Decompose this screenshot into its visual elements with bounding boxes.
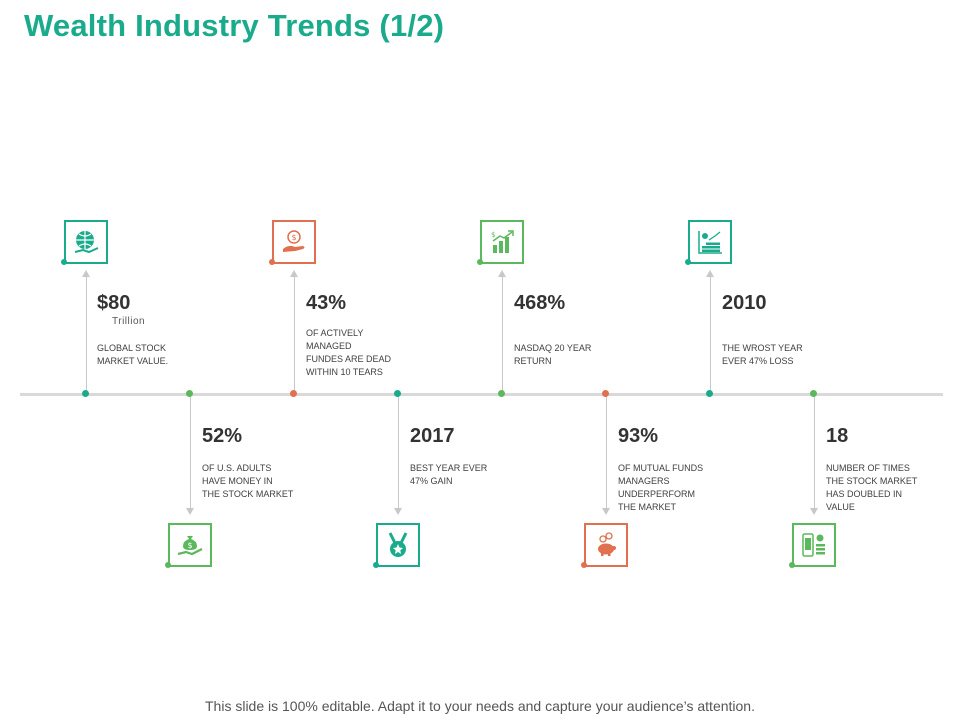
growth-chart-icon: $ xyxy=(491,230,514,253)
stat-value: 43% xyxy=(306,292,347,314)
arrow-head xyxy=(498,270,506,277)
corner-dot xyxy=(269,259,275,265)
timeline-dot xyxy=(706,390,713,397)
icon-box: $ xyxy=(477,220,524,265)
medal-icon xyxy=(388,532,408,557)
stat-description: THE WROST YEAR EVER 47% LOSS xyxy=(722,343,803,366)
icon-box xyxy=(61,220,108,265)
stat-value: 93% xyxy=(618,425,659,447)
svg-text:$: $ xyxy=(491,231,495,239)
stat-value: 18 xyxy=(826,425,849,447)
svg-text:$: $ xyxy=(291,233,296,242)
footer-note: This slide is 100% editable. Adapt it to… xyxy=(205,698,755,714)
connector-line xyxy=(398,396,399,508)
stat-description: OF ACTIVELY MANAGED FUNDES ARE DEAD WITH… xyxy=(306,328,392,377)
corner-dot xyxy=(61,259,67,265)
svg-text:$: $ xyxy=(187,541,192,550)
arrow-head xyxy=(602,508,610,515)
timeline-dot xyxy=(394,390,401,397)
timeline-dot xyxy=(82,390,89,397)
connector-line xyxy=(86,276,87,394)
stat-value: 2017 xyxy=(410,425,455,447)
corner-dot xyxy=(165,562,171,568)
piggy-bank-icon xyxy=(598,532,616,556)
arrow-head xyxy=(394,508,402,515)
arrow-head xyxy=(810,508,818,515)
icon-box xyxy=(789,523,836,568)
stat-description: NUMBER OF TIMES THE STOCK MARKET HAS DOU… xyxy=(826,463,918,512)
icon-box: $ xyxy=(165,523,212,568)
arrow-head xyxy=(186,508,194,515)
mobile-finance-icon xyxy=(802,533,825,557)
stat-description: OF MUTUAL FUNDS MANAGERS UNDERPERFORM TH… xyxy=(618,463,704,512)
stat-unit: Trillion xyxy=(112,316,146,327)
corner-dot xyxy=(373,562,379,568)
timeline-line xyxy=(20,393,943,396)
corner-dot xyxy=(477,259,483,265)
arrow-head xyxy=(290,270,298,277)
connector-line xyxy=(294,276,295,394)
connector-line xyxy=(814,396,815,508)
corner-dot xyxy=(789,562,795,568)
stat-value: 52% xyxy=(202,425,243,447)
corner-dot xyxy=(581,562,587,568)
connector-line xyxy=(606,396,607,508)
stat-value: 2010 xyxy=(722,292,767,314)
timeline-dot xyxy=(186,390,193,397)
stock-chart-icon xyxy=(698,231,722,254)
stat-value: $80 xyxy=(97,292,131,314)
connector-line xyxy=(190,396,191,508)
coin-hand-icon: $ xyxy=(283,230,305,252)
stat-description: NASDAQ 20 YEAR RETURN xyxy=(514,343,592,366)
icon-box xyxy=(685,220,732,265)
arrow-head xyxy=(706,270,714,277)
page-title: Wealth Industry Trends (1/2) xyxy=(24,8,445,43)
timeline-dot xyxy=(290,390,297,397)
money-bag-hand-icon: $ xyxy=(177,536,203,556)
timeline-dot xyxy=(602,390,609,397)
icon-box: $ xyxy=(269,220,316,265)
globe-hand-icon xyxy=(74,231,99,254)
stat-description: OF U.S. ADULTS HAVE MONEY IN THE STOCK M… xyxy=(202,463,294,499)
icon-box xyxy=(581,523,628,568)
timeline-dot xyxy=(810,390,817,397)
connector-line xyxy=(710,276,711,394)
stat-description: BEST YEAR EVER 47% GAIN xyxy=(410,463,488,486)
timeline-dot xyxy=(498,390,505,397)
icon-box xyxy=(373,523,420,568)
connector-line xyxy=(502,276,503,394)
corner-dot xyxy=(685,259,691,265)
arrow-head xyxy=(82,270,90,277)
stat-description: GLOBAL STOCK MARKET VALUE. xyxy=(97,343,169,366)
stat-value: 468% xyxy=(514,292,566,314)
